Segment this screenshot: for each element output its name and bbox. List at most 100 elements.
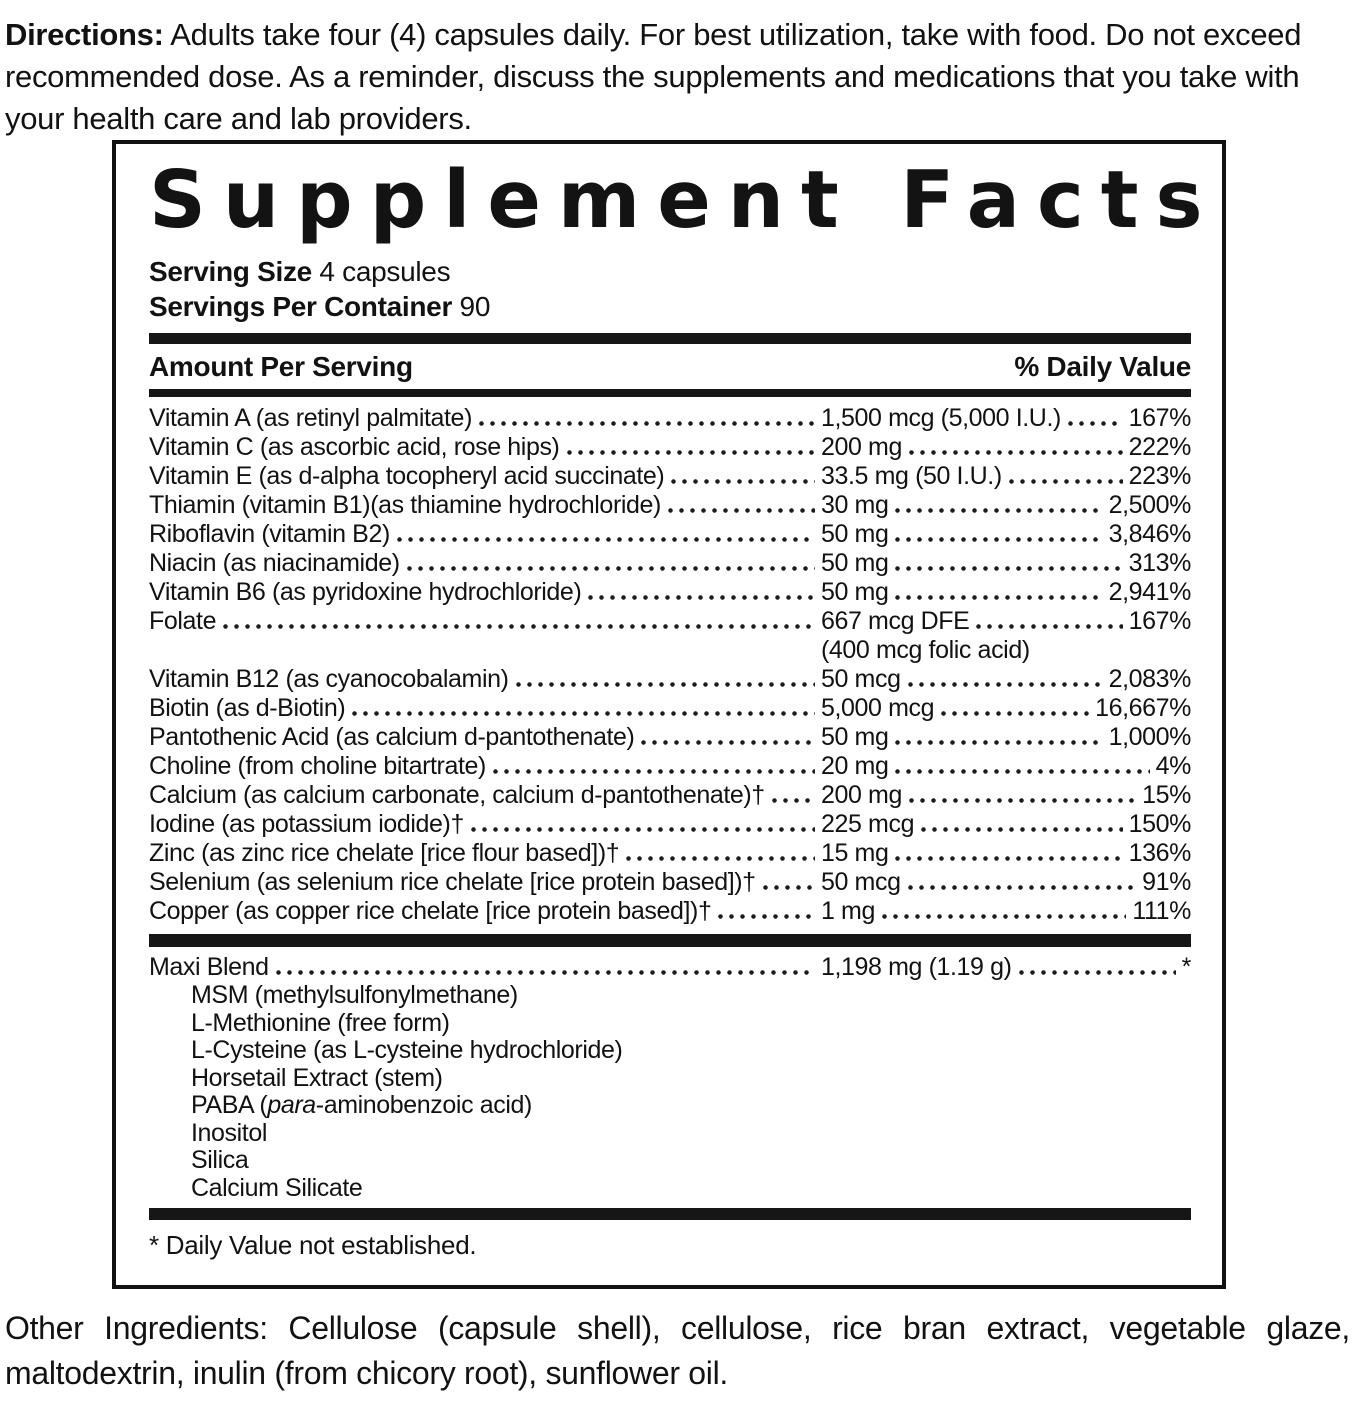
amount-value: 20 mg — [821, 752, 889, 780]
dot-leader — [275, 970, 815, 975]
amount-cell: 667 mcg DFE 167% — [821, 607, 1191, 636]
amount-cell: 50 mg 1,000% — [821, 723, 1191, 752]
directions-paragraph: Directions: Adults take four (4) capsule… — [5, 14, 1350, 140]
nutrient-name: Niacin (as niacinamide) — [149, 549, 400, 577]
nutrient-name: Riboflavin (vitamin B2) — [149, 520, 390, 548]
blend-ingredient: Silica — [191, 1146, 249, 1174]
amount-value: 50 mg — [821, 578, 889, 606]
nutrient-row: Iodine (as potassium iodide)† 225 mcg 150% — [149, 810, 1191, 839]
dot-leader — [771, 798, 815, 803]
nutrient-name: Iodine (as potassium iodide)† — [149, 810, 464, 838]
blend-ingredient: PABA (para-aminobenzoic acid) — [191, 1091, 532, 1119]
nutrient-row-note: (400 mcg folic acid) — [149, 636, 1191, 665]
dot-leader — [907, 682, 1103, 687]
blend-header-row: Maxi Blend 1,198 mg (1.19 g) * — [149, 953, 1191, 982]
daily-value: 1,000% — [1108, 723, 1192, 751]
daily-value: 150% — [1128, 810, 1192, 838]
nutrient-name: Biotin (as d-Biotin) — [149, 694, 346, 722]
nutrient-rows: Vitamin A (as retinyl palmitate) 1,500 mc… — [149, 404, 1191, 926]
daily-value: 167% — [1128, 607, 1192, 635]
dot-leader — [909, 798, 1137, 803]
daily-value: 136% — [1128, 839, 1192, 867]
amount-cell: 200 mg 222% — [821, 433, 1191, 462]
nutrient-name: Vitamin C (as ascorbic acid, rose hips) — [149, 433, 560, 461]
other-ingredients-paragraph: Other Ingredients: Cellulose (capsule sh… — [5, 1306, 1350, 1396]
dot-leader — [921, 827, 1123, 832]
dot-leader — [895, 769, 1150, 774]
dot-leader — [667, 508, 815, 513]
nutrient-row: Biotin (as d-Biotin) 5,000 mcg 16,667% — [149, 694, 1191, 723]
amount-cell: 50 mg 3,846% — [821, 520, 1191, 549]
nutrient-name: Maxi Blend — [149, 953, 269, 981]
dot-leader — [762, 885, 815, 890]
amount-value: 200 mg — [821, 781, 902, 809]
nutrient-row: Vitamin C (as ascorbic acid, rose hips) 2… — [149, 433, 1191, 462]
dot-leader — [895, 856, 1123, 861]
daily-value: 2,941% — [1108, 578, 1192, 606]
blend-ingredient: L-Methionine (free form) — [191, 1008, 450, 1037]
dot-leader — [156, 653, 815, 658]
dot-leader — [515, 682, 815, 687]
supplement-facts-panel: Supplement Facts Serving Size 4 capsules… — [112, 140, 1226, 1289]
blend-ingredient: Horsetail Extract (stem) — [191, 1063, 443, 1092]
amount-value: 30 mg — [821, 491, 889, 519]
amount-cell: 1,198 mg (1.19 g) * — [821, 953, 1191, 982]
nutrient-name: Pantothenic Acid (as calcium d-pantothen… — [149, 723, 635, 751]
nutrient-name: Vitamin A (as retinyl palmitate) — [149, 404, 472, 432]
serving-size-line: Serving Size 4 capsules — [149, 254, 1191, 289]
directions-text: Adults take four (4) capsules daily. For… — [5, 17, 1302, 136]
nutrient-row: Calcium (as calcium carbonate, calcium d… — [149, 781, 1191, 810]
dot-leader — [718, 914, 815, 919]
daily-value: 167% — [1128, 404, 1192, 432]
dot-leader — [1067, 421, 1123, 426]
nutrient-name: Calcium (as calcium carbonate, calcium d… — [149, 781, 765, 809]
amount-value: 50 mg — [821, 723, 889, 751]
daily-value: 222% — [1128, 433, 1192, 461]
nutrient-row: Pantothenic Acid (as calcium d-pantothen… — [149, 723, 1191, 752]
blend-ingredient: L-Cysteine (as L-cysteine hydrochloride) — [191, 1036, 623, 1064]
nutrient-row: Selenium (as selenium rice chelate [rice… — [149, 868, 1191, 897]
nutrient-row: Riboflavin (vitamin B2) 50 mg 3,846% — [149, 520, 1191, 549]
dot-leader — [352, 711, 815, 716]
separator-bar — [149, 934, 1191, 947]
dot-leader — [671, 479, 815, 484]
daily-value: 16,667% — [1095, 694, 1191, 722]
amount-value: 667 mcg DFE — [821, 607, 970, 635]
column-header-row: Amount Per Serving % Daily Value — [149, 344, 1191, 389]
daily-value: 3,846% — [1108, 520, 1192, 548]
amount-cell: 200 mg 15% — [821, 781, 1191, 810]
dot-leader — [895, 566, 1123, 571]
blend-ingredient: Calcium Silicate — [191, 1173, 363, 1202]
amount-value: 50 mcg — [821, 665, 901, 693]
nutrient-name: Copper (as copper rice chelate [rice pro… — [149, 897, 712, 925]
dot-leader — [641, 740, 815, 745]
amount-value: 1 mg — [821, 897, 875, 925]
dot-leader — [492, 769, 815, 774]
dot-leader — [470, 827, 815, 832]
daily-value: 15% — [1142, 781, 1191, 809]
servings-per-container-value: 90 — [459, 291, 491, 322]
servings-per-container-label: Servings Per Container — [149, 291, 453, 322]
separator-bar — [149, 389, 1191, 397]
amount-per-serving-header: Amount Per Serving — [149, 351, 413, 382]
dot-leader — [976, 624, 1123, 629]
amount-cell: 225 mcg 150% — [821, 810, 1191, 839]
nutrient-name: Choline (from choline bitartrate) — [149, 752, 486, 780]
amount-cell: 33.5 mg (50 I.U.) 223% — [821, 462, 1191, 491]
daily-value: 2,083% — [1108, 665, 1192, 693]
nutrient-name: Folate — [149, 607, 217, 635]
dot-leader — [223, 624, 815, 629]
separator-bar — [149, 1208, 1191, 1220]
dot-leader — [1018, 970, 1176, 975]
nutrient-row: Choline (from choline bitartrate) 20 mg 4% — [149, 752, 1191, 781]
amount-value: 1,198 mg (1.19 g) — [821, 953, 1012, 981]
amount-value: 200 mg — [821, 433, 902, 461]
daily-value: 223% — [1128, 462, 1192, 490]
amount-cell: 30 mg 2,500% — [821, 491, 1191, 520]
daily-value: * — [1181, 953, 1192, 981]
amount-value: 33.5 mg (50 I.U.) — [821, 462, 1002, 490]
servings-per-container-line: Servings Per Container 90 — [149, 289, 1191, 324]
amount-value: 15 mg — [821, 839, 889, 867]
nutrient-row: Zinc (as zinc rice chelate [rice flour b… — [149, 839, 1191, 868]
separator-bar — [149, 333, 1191, 344]
